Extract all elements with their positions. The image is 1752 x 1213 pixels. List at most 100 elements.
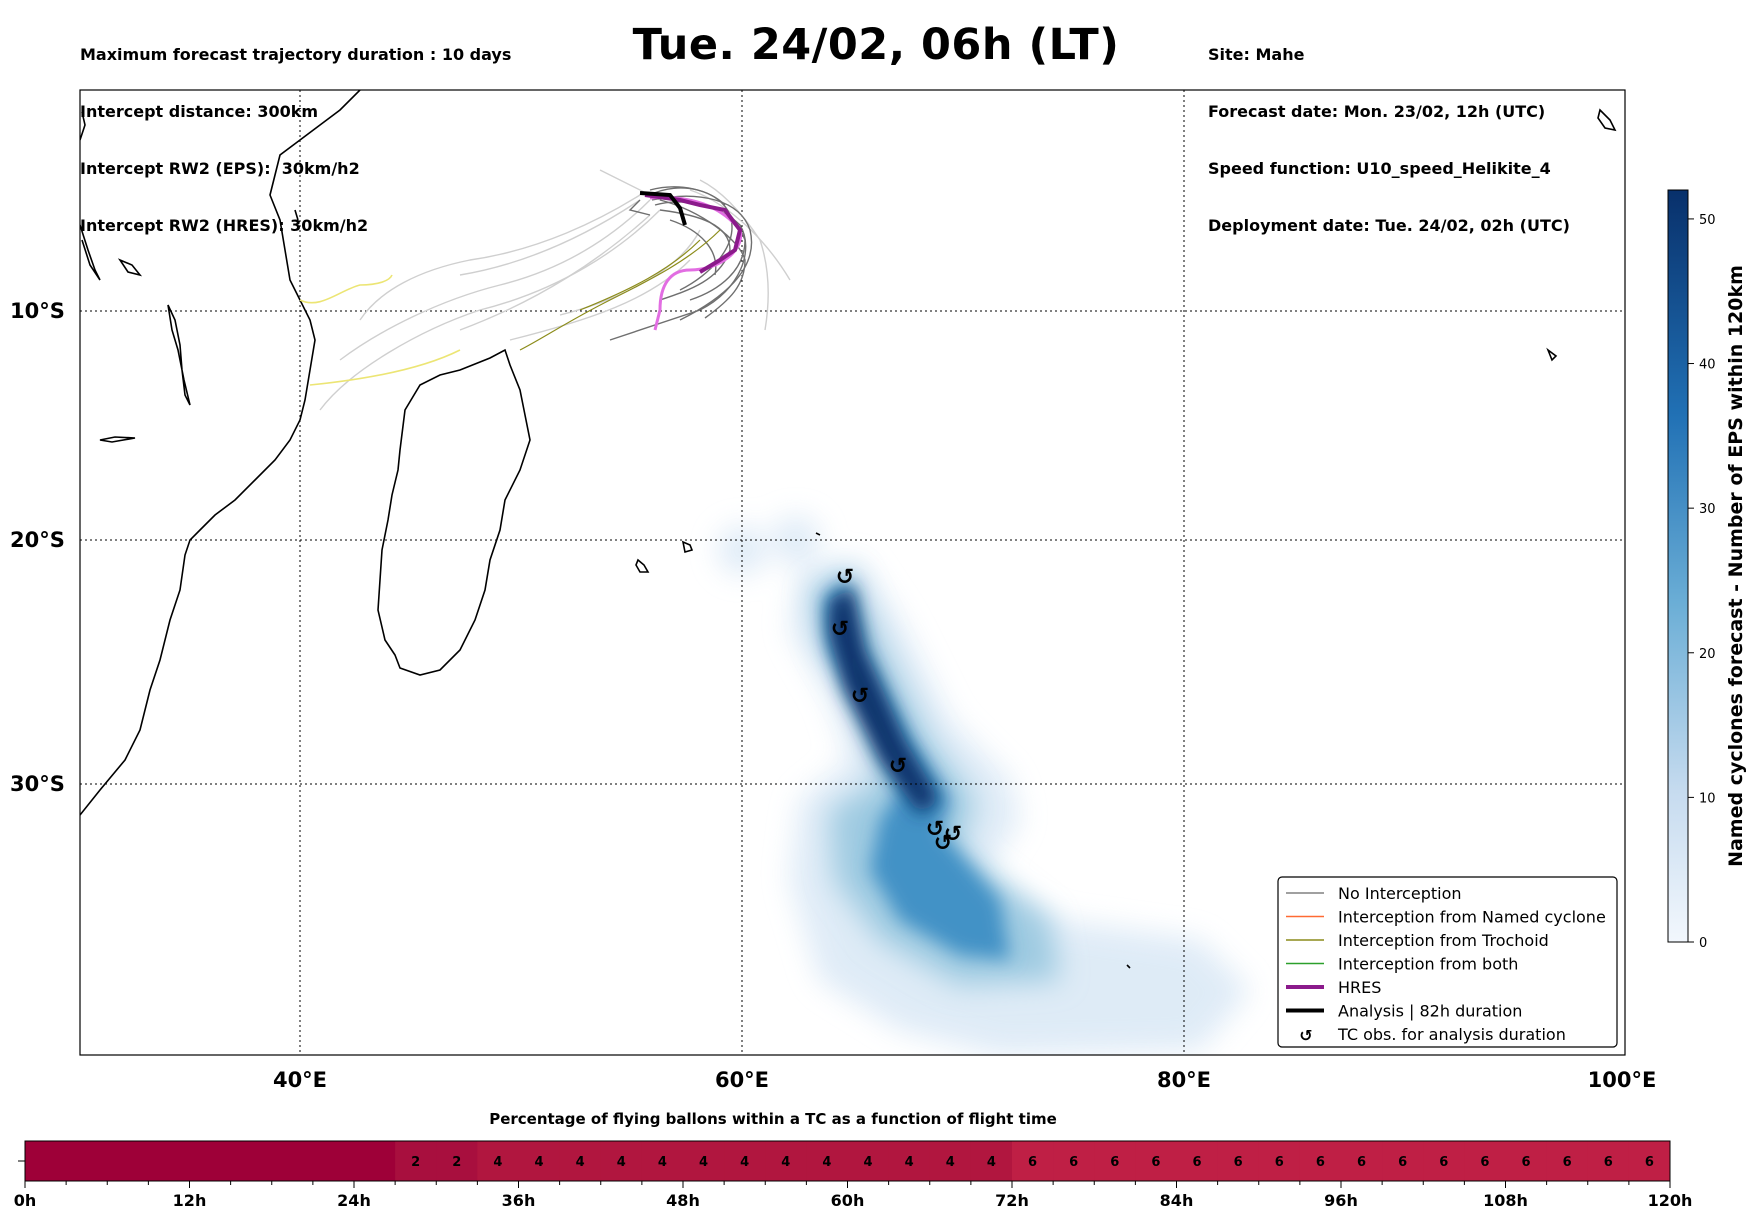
colorbar-ticks: 0 10 20 30 40 50: [1688, 213, 1716, 951]
x-tick-label: 108h: [1483, 1191, 1528, 1210]
percentage-cell-label: 6: [1604, 1155, 1613, 1170]
legend-label: Interception from Named cyclone: [1338, 908, 1606, 927]
map-legend: No Interception Interception from Named c…: [1277, 876, 1618, 1048]
percentage-cell-label: 4: [822, 1155, 831, 1170]
percentage-cell-label: 4: [658, 1155, 667, 1170]
colorbar-tick-label: 30: [1699, 502, 1716, 517]
percentage-cell-label: 6: [1480, 1155, 1489, 1170]
x-tick-label: 48h: [666, 1191, 700, 1210]
header-left-line: Maximum forecast trajectory duration : 1…: [80, 45, 512, 64]
colorbar-gradient: [1667, 189, 1689, 943]
lat-tick-label: 20°S: [10, 528, 65, 552]
percentage-cell: [970, 1141, 1013, 1181]
percentage-cell-label: 6: [1234, 1155, 1243, 1170]
percentage-cell: [518, 1141, 561, 1181]
percentage-cell: [1382, 1141, 1424, 1181]
legend-box: [1277, 876, 1618, 1048]
percentage-cell: [641, 1141, 684, 1181]
percentage-cell-label: 6: [1398, 1155, 1407, 1170]
percentage-cell: [1258, 1141, 1301, 1181]
colorbar-tick-label: 0: [1699, 936, 1707, 951]
percentage-cell: [724, 1141, 766, 1181]
colorbar: 0 10 20 30 40 50 Named cyclones forecast - Nu…: [1667, 189, 1747, 951]
legend-symbol: ↺: [1299, 1026, 1312, 1045]
percentage-cell-label: 4: [699, 1155, 708, 1170]
legend-label: TC obs. for analysis duration: [1337, 1025, 1566, 1044]
lon-tick-label: 60°E: [715, 1068, 769, 1092]
page-title: Tue. 24/02, 06h (LT): [632, 20, 1120, 70]
header-right-line: Speed function: U10_speed_Helikite_4: [1208, 159, 1551, 178]
percentage-cell: [1217, 1141, 1260, 1181]
legend-label: No Interception: [1338, 884, 1462, 903]
percentage-cell-label: 6: [1522, 1155, 1531, 1170]
tc-obs-symbol: ↺: [836, 565, 854, 590]
percentage-cell-label: 4: [617, 1155, 626, 1170]
legend-item: Analysis | 82h duration: [1286, 1002, 1522, 1021]
percentage-cell-label: 2: [452, 1155, 461, 1170]
percentage-cell: [1012, 1141, 1054, 1181]
percentage-cell: [1464, 1141, 1506, 1181]
header-left-line: Intercept distance: 300km: [80, 102, 319, 121]
lat-tick-label: 10°S: [10, 299, 65, 323]
legend-item: Interception from Named cyclone: [1286, 908, 1606, 927]
percentage-cell: [1546, 1141, 1589, 1181]
tc-obs-symbol: ↺: [831, 617, 849, 642]
percentage-cell-label: 4: [905, 1155, 914, 1170]
cyclone-density-field: [718, 516, 1250, 1055]
colorbar-tick-label: 10: [1699, 791, 1716, 806]
percentage-cell: [683, 1141, 725, 1181]
legend-label: Interception from both: [1338, 955, 1518, 974]
header-left-line: Intercept RW2 (EPS): 30km/h2: [80, 159, 360, 178]
x-tick-label: 0h: [14, 1191, 37, 1210]
percentage-cell: [765, 1141, 807, 1181]
percentage-cell-label: 6: [1316, 1155, 1325, 1170]
x-tick-label: 24h: [337, 1191, 371, 1210]
percentage-cell-label: 6: [1645, 1155, 1654, 1170]
legend-item: HRES: [1286, 978, 1381, 997]
map-frame: [79, 89, 1626, 1056]
percentage-cell: [477, 1141, 519, 1181]
percentage-cell-label: 6: [1193, 1155, 1202, 1170]
x-tick-label: 60h: [831, 1191, 865, 1210]
percentage-x-ticks: 0h 12h 24h 36h 48h 60h 72h 84h 96h 108h 120h: [14, 1181, 1693, 1210]
x-tick-label: 12h: [173, 1191, 207, 1210]
percentage-cell: [1135, 1141, 1177, 1181]
map-panel: ↺ ↺ ↺ ↺ ↺ ↺ ↺ 40°E 60°E 80°E 100°E 10°S …: [10, 89, 1657, 1092]
percentage-cell-label: 6: [1110, 1155, 1119, 1170]
percentage-cell: [1505, 1141, 1548, 1181]
percentage-cell: [1423, 1141, 1465, 1181]
eps-trajectories: [299, 169, 791, 411]
percentage-cell: [1341, 1141, 1383, 1181]
percentage-cell-label: 4: [946, 1155, 955, 1170]
percentage-cell-label: 2: [411, 1155, 420, 1170]
lon-tick-label: 100°E: [1588, 1068, 1657, 1092]
percentage-cell: [1587, 1141, 1630, 1181]
x-tick-label: 120h: [1648, 1191, 1693, 1210]
percentage-cell-label: 6: [1563, 1155, 1572, 1170]
header-left-line: Intercept RW2 (HRES): 30km/h2: [80, 216, 369, 235]
percentage-cell-label: 4: [987, 1155, 996, 1170]
header-right-line: Forecast date: Mon. 23/02, 12h (UTC): [1208, 102, 1546, 121]
percentage-cell-label: 6: [1069, 1155, 1078, 1170]
percentage-cell-label: 4: [576, 1155, 585, 1170]
tc-obs-symbol: ↺: [934, 831, 952, 856]
lon-tick-label: 40°E: [273, 1068, 327, 1092]
percentage-cell: [888, 1141, 931, 1181]
percentage-cell-label: 4: [493, 1155, 502, 1170]
percentage-cell-label: 4: [740, 1155, 749, 1170]
percentage-cell: [25, 1141, 396, 1181]
legend-label: Interception from Trochoid: [1338, 931, 1549, 950]
percentage-cell: [1299, 1141, 1342, 1181]
tc-obs-symbol: ↺: [851, 684, 869, 709]
percentage-strip-chart: Percentage of flying ballons within a TC…: [14, 1110, 1693, 1210]
x-tick-label: 72h: [995, 1191, 1029, 1210]
percentage-cell: [1176, 1141, 1219, 1181]
x-tick-label: 96h: [1324, 1191, 1358, 1210]
percentage-cell: [395, 1141, 437, 1181]
header-left: Maximum forecast trajectory duration : 1…: [80, 7, 511, 254]
legend-label: HRES: [1338, 978, 1381, 997]
percentage-cell: [600, 1141, 643, 1181]
legend-item: Interception from both: [1286, 955, 1518, 974]
percentage-cell-label: 6: [1151, 1155, 1160, 1170]
